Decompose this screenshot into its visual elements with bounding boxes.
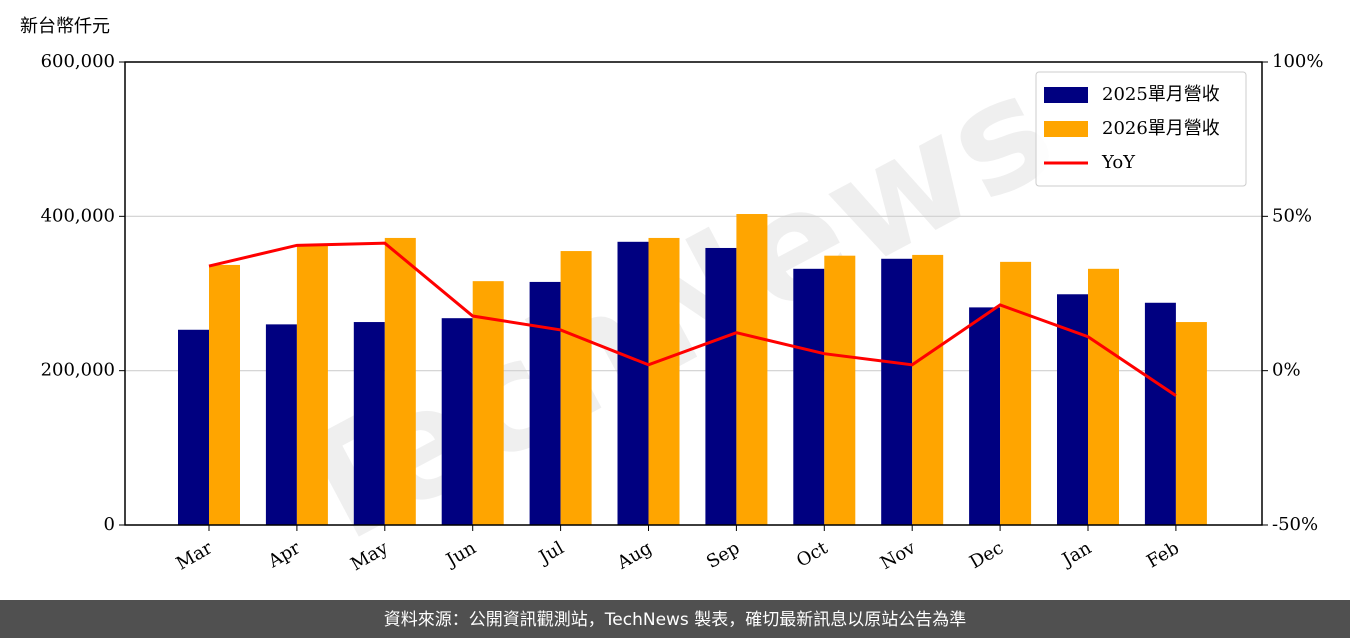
bar <box>1175 322 1207 525</box>
bar <box>648 237 680 525</box>
bar <box>296 244 328 525</box>
y2-tick-label: 100% <box>1272 51 1323 72</box>
footer-bar <box>0 600 1350 638</box>
plot-frame <box>124 61 1263 526</box>
bar <box>969 307 1001 525</box>
bar <box>824 255 856 525</box>
legend-label: YoY <box>1101 152 1136 173</box>
bar <box>912 254 944 525</box>
y2-tick-label: -50% <box>1272 514 1318 535</box>
bar <box>209 264 240 525</box>
y-tick-label: 200,000 <box>41 360 115 381</box>
line <box>208 241 1177 397</box>
y-tick-label: 600,000 <box>41 51 115 72</box>
bar <box>384 237 416 525</box>
bar <box>472 281 504 525</box>
bar <box>617 241 649 525</box>
x-tick-label: Jun <box>441 537 480 572</box>
x-tick-label: Oct <box>793 537 832 572</box>
x-tick-label: Dec <box>966 537 1007 573</box>
x-tick-label: Apr <box>264 537 304 572</box>
source-note: 資料來源：公開資訊觀測站，TechNews 製表，確切最新訊息以原站公告為準 <box>384 610 966 630</box>
bar <box>560 251 592 525</box>
legend-label: 2025單月營收 <box>1102 84 1220 105</box>
bar <box>1057 294 1088 525</box>
y-tick-label: 0 <box>104 514 115 535</box>
x-tick-label: Aug <box>613 537 656 574</box>
bar <box>793 268 825 525</box>
x-tick-label: Mar <box>173 537 217 574</box>
x-tick-label: Feb <box>1143 537 1183 572</box>
x-tick-label: Nov <box>877 537 920 574</box>
x-tick-label: Jul <box>534 537 568 569</box>
bar <box>1088 268 1119 525</box>
bar <box>1144 302 1176 525</box>
bar <box>265 324 297 525</box>
y-axis-title: 新台幣仟元 <box>20 16 110 37</box>
legend-box <box>1035 71 1247 187</box>
y2-tick-label: 50% <box>1272 205 1312 226</box>
bar <box>529 281 561 525</box>
bar <box>881 258 913 525</box>
legend-swatch <box>1044 87 1088 103</box>
x-tick-label: Jan <box>1057 537 1095 571</box>
bar <box>178 329 209 525</box>
bar <box>441 318 473 525</box>
bar <box>353 322 385 525</box>
x-tick-label: Sep <box>703 537 743 572</box>
y2-tick-label: 0% <box>1272 360 1301 381</box>
y-tick-label: 400,000 <box>41 205 115 226</box>
bar <box>1000 261 1032 525</box>
bar <box>736 214 768 526</box>
bar <box>705 247 737 525</box>
legend-swatch <box>1044 121 1088 137</box>
legend-label: 2026單月營收 <box>1102 118 1220 139</box>
